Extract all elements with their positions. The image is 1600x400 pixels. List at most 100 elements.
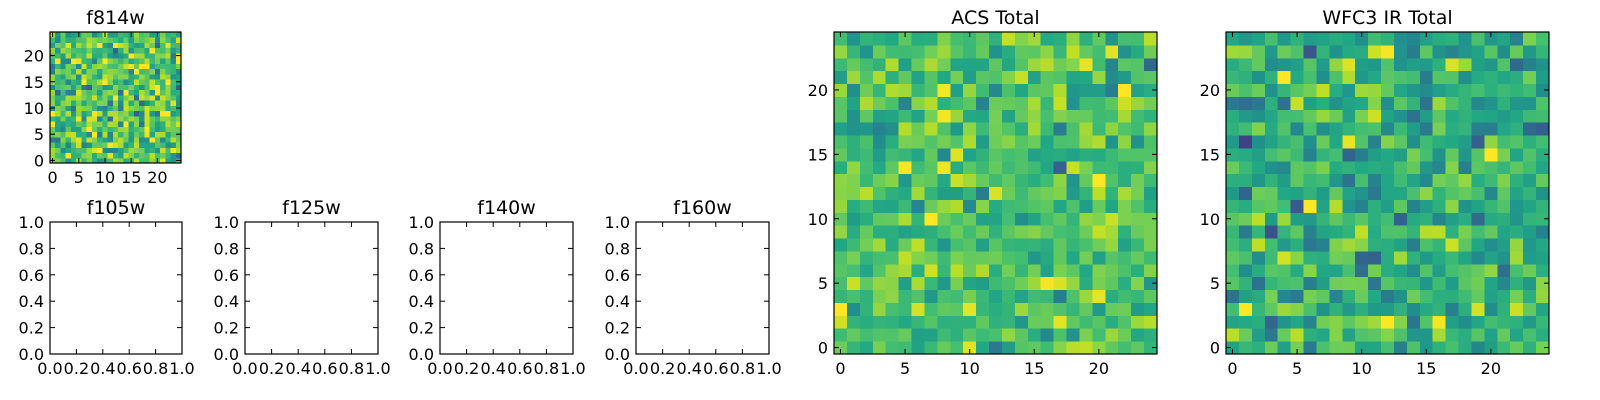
heatmap-cell <box>175 152 182 159</box>
heatmap-cell <box>1264 328 1279 342</box>
heatmap-cell <box>1406 147 1421 162</box>
heatmap-cell <box>898 160 913 175</box>
heatmap-cell <box>170 79 177 85</box>
heatmap-cell <box>1484 276 1498 291</box>
heatmap-cell <box>989 44 1003 59</box>
heatmap-cell <box>1497 32 1511 46</box>
heatmap-cell <box>102 131 109 138</box>
heatmap-cell <box>128 68 135 75</box>
heatmap-cell <box>1226 83 1240 97</box>
heatmap-cell <box>1105 199 1119 213</box>
heatmap-cell <box>1510 315 1524 329</box>
heatmap-cell <box>1118 212 1132 226</box>
heatmap-cell <box>989 289 1003 303</box>
heatmap-cell <box>1144 160 1158 175</box>
heatmap-cell <box>128 79 135 85</box>
heatmap-cell <box>937 57 951 72</box>
heatmap-cell <box>1381 276 1395 291</box>
heatmap-cell <box>1303 32 1317 46</box>
heatmap-cell <box>170 121 177 127</box>
heatmap-cell <box>1290 238 1305 252</box>
heatmap-cell <box>1105 341 1119 355</box>
heatmap-cell <box>1040 173 1055 188</box>
heatmap-cell <box>1303 186 1317 200</box>
heatmap-cell <box>149 68 156 75</box>
heatmap-cell <box>86 115 93 122</box>
heatmap-cell <box>1092 315 1106 329</box>
heatmap-cell <box>175 68 182 75</box>
heatmap-cell <box>144 136 151 143</box>
heatmap-cell <box>160 147 166 154</box>
heatmap-cell <box>950 315 964 329</box>
x-tick-label: 5 <box>1292 359 1302 378</box>
heatmap-cell <box>846 122 861 136</box>
heatmap-cell <box>1406 328 1421 342</box>
heatmap-cell <box>872 109 887 123</box>
heatmap-cell <box>1053 96 1068 110</box>
heatmap-cell <box>1251 70 1266 85</box>
heatmap-cell <box>70 94 77 101</box>
heatmap-cell <box>144 73 151 80</box>
heatmap-cell <box>1484 96 1498 110</box>
heatmap-cell <box>989 341 1003 355</box>
heatmap-cell <box>123 121 130 127</box>
heatmap-cell <box>1432 160 1447 175</box>
heatmap-cell <box>1066 315 1080 329</box>
heatmap-cell <box>1329 147 1343 162</box>
heatmap-cell <box>112 47 119 54</box>
heatmap-cell <box>1458 315 1472 329</box>
panel-f105w: f105w0.00.00.20.20.40.40.60.60.80.81.01.… <box>19 197 195 378</box>
heatmap-cell <box>118 115 124 122</box>
heatmap-cell <box>1445 147 1460 162</box>
heatmap-cell <box>1536 109 1550 123</box>
heatmap-cell <box>1131 147 1145 162</box>
heatmap-cell <box>1303 122 1317 136</box>
heatmap-cell <box>898 173 913 188</box>
heatmap-cell <box>1393 160 1408 175</box>
heatmap-cell <box>1445 122 1460 136</box>
heatmap-cell <box>1523 70 1537 85</box>
heatmap-cell <box>1393 302 1408 316</box>
heatmap-cell <box>1105 44 1119 59</box>
heatmap-cell <box>924 96 938 110</box>
heatmap-cell <box>1355 96 1369 110</box>
heatmap-cell <box>160 110 166 117</box>
heatmap-cell <box>1131 160 1145 175</box>
heatmap-cell <box>133 89 140 96</box>
heatmap-cell <box>170 68 177 75</box>
heatmap-cell <box>139 157 145 164</box>
y-tick-label: 15 <box>808 145 828 164</box>
heatmap-cell <box>911 238 925 252</box>
heatmap-cell <box>1432 315 1447 329</box>
heatmap-cell <box>1066 173 1080 188</box>
heatmap-cell <box>1419 186 1434 200</box>
heatmap-cell <box>846 212 861 226</box>
heatmap-cell <box>1290 302 1305 316</box>
heatmap-cell <box>160 52 166 59</box>
panel-f160w: f160w0.00.00.20.20.40.40.60.60.80.81.01.… <box>605 197 782 378</box>
heatmap-cell <box>1342 263 1356 278</box>
heatmap-cell <box>175 121 182 127</box>
heatmap-cell <box>1536 135 1550 149</box>
heatmap-cell <box>149 94 156 101</box>
heatmap-cell <box>1419 341 1434 355</box>
heatmap-cell <box>1290 57 1305 72</box>
heatmap-cell <box>924 32 938 46</box>
heatmap-cell <box>859 263 874 278</box>
heatmap-cell <box>102 52 109 59</box>
heatmap-cell <box>1014 122 1029 136</box>
heatmap-cell <box>1040 225 1055 239</box>
heatmap-cell <box>1445 32 1460 46</box>
heatmap-cell <box>989 238 1003 252</box>
y-tick-label: 0.0 <box>19 345 44 364</box>
heatmap-cell <box>911 83 925 97</box>
heatmap-cell <box>885 109 900 123</box>
heatmap-cell <box>1118 289 1132 303</box>
heatmap-cell <box>1290 96 1305 110</box>
heatmap-cell <box>144 42 151 49</box>
heatmap-cell <box>1523 315 1537 329</box>
heatmap-cell <box>170 42 177 49</box>
heatmap-cell <box>86 157 93 164</box>
heatmap-cell <box>1001 122 1016 136</box>
heatmap-cell <box>175 42 182 49</box>
